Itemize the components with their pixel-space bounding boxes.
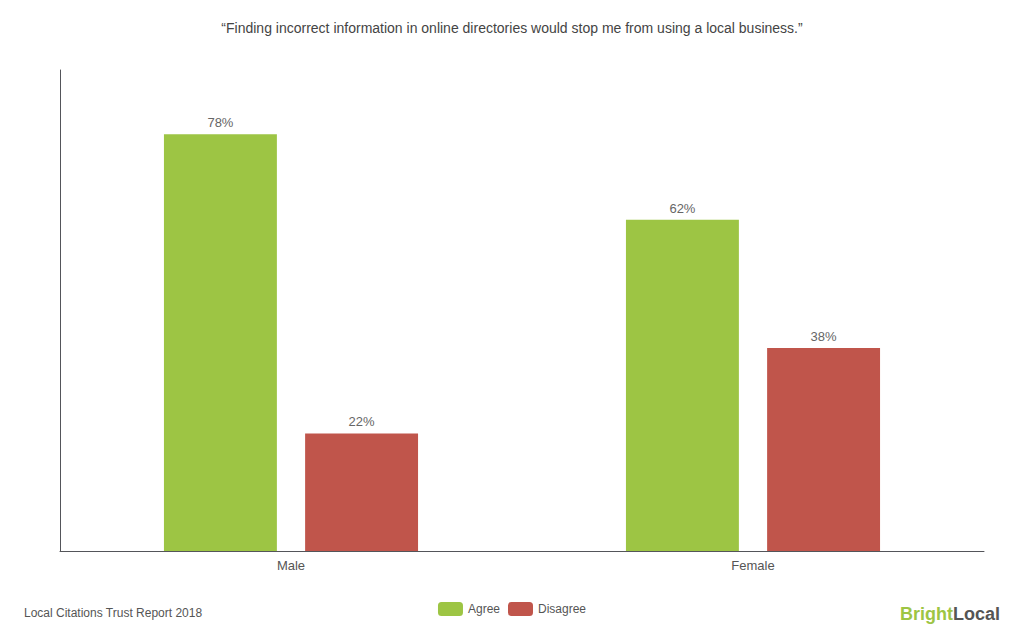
svg-text:Bright: Bright: [900, 604, 953, 624]
svg-text:22%: 22%: [349, 414, 375, 429]
svg-text:Local Citations Trust Report 2: Local Citations Trust Report 2018: [24, 606, 202, 620]
svg-text:Female: Female: [731, 558, 774, 573]
svg-text:38%: 38%: [811, 329, 837, 344]
svg-text:Local: Local: [953, 604, 1000, 624]
svg-text:78%: 78%: [207, 115, 233, 130]
svg-text:Agree: Agree: [468, 602, 500, 616]
svg-text:Disagree: Disagree: [538, 602, 586, 616]
svg-text:62%: 62%: [669, 201, 695, 216]
svg-text:“Finding incorrect information: “Finding incorrect information in online…: [221, 20, 803, 36]
svg-text:Male: Male: [277, 558, 305, 573]
